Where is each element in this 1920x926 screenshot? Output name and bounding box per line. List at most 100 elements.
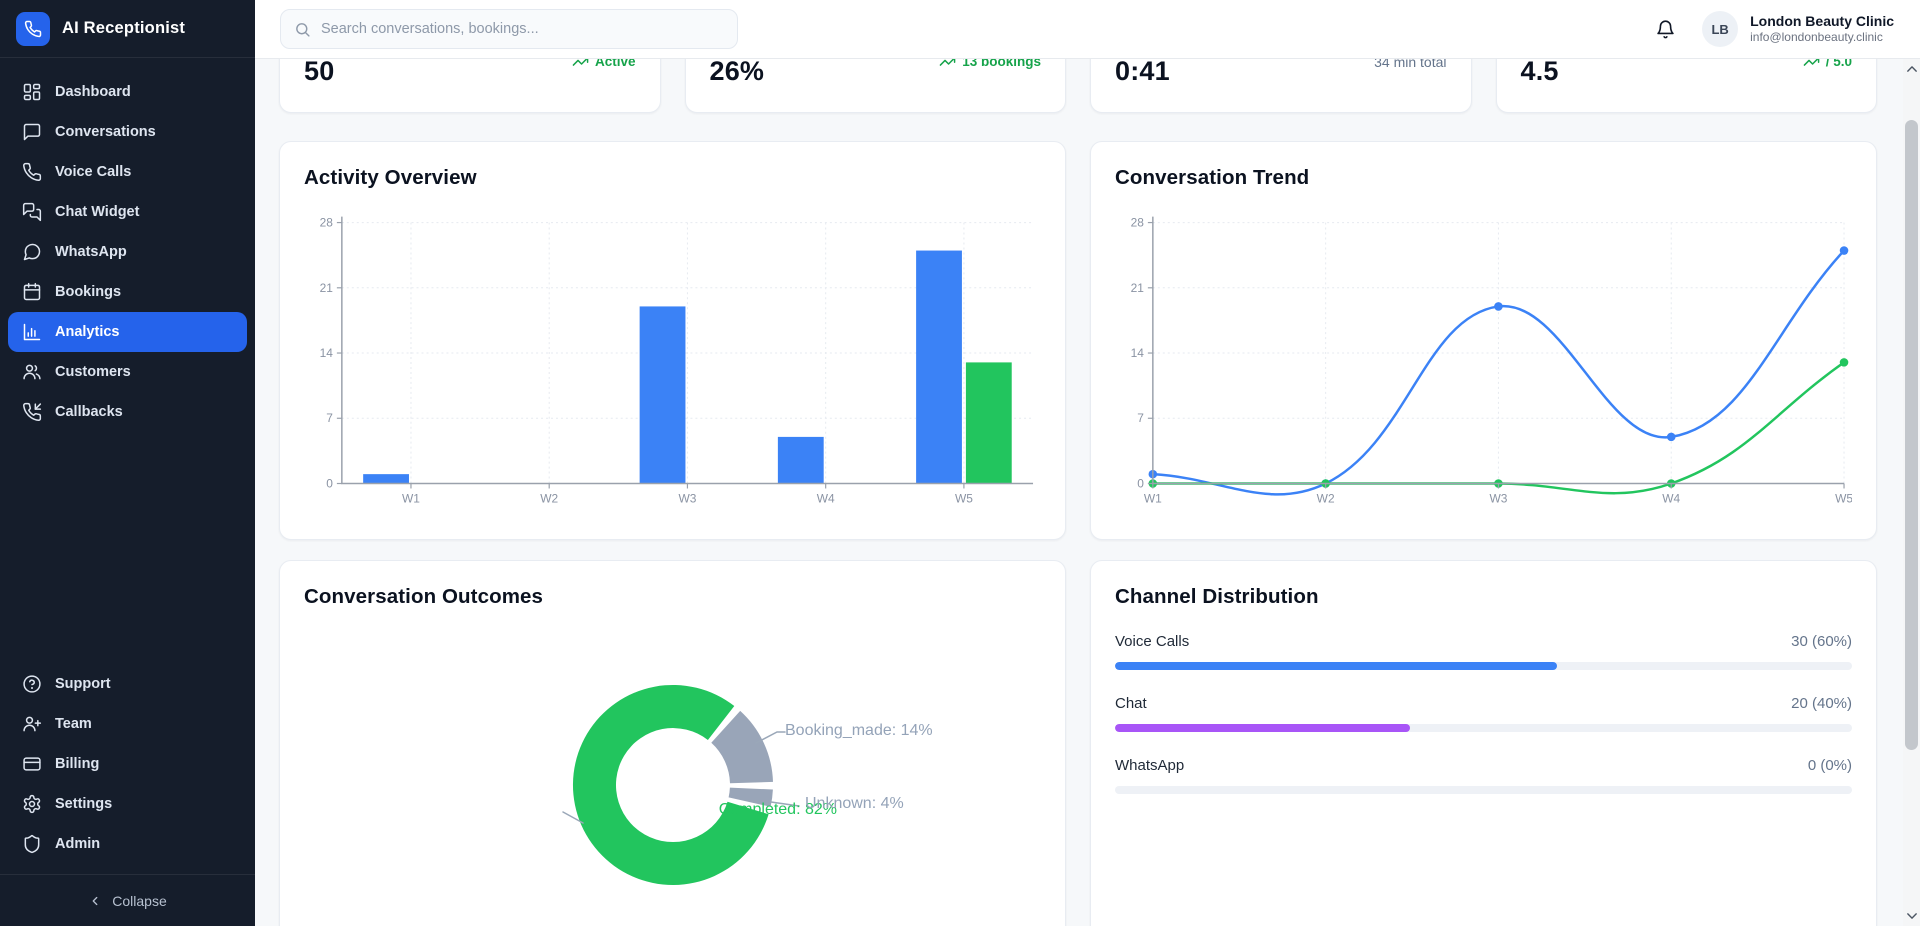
sidebar-nav: Dashboard Conversations Voice Calls Chat Wi… — [0, 58, 255, 432]
user-meta: London Beauty Clinic info@londonbeauty.c… — [1750, 12, 1894, 46]
charts-row-1: Activity Overview 0 7 14 21 28 W1 W2 W3 W4 W5 Con… — [279, 141, 1877, 540]
sidebar-item-dashboard[interactable]: Dashboard — [8, 72, 247, 112]
billing-icon — [22, 754, 42, 774]
svg-text:21: 21 — [1131, 281, 1145, 295]
sidebar: AI Receptionist Dashboard Conversations Vo… — [0, 0, 255, 926]
svg-text:28: 28 — [320, 216, 334, 230]
sidebar-item-label: Bookings — [55, 284, 122, 300]
sidebar-item-admin[interactable]: Admin — [8, 824, 247, 864]
stat-value: 26% — [709, 55, 765, 86]
channel-row-voice-calls: Voice Calls 30 (60%) — [1115, 633, 1852, 670]
search-box[interactable] — [280, 9, 738, 49]
sidebar-item-label: Chat Widget — [55, 204, 140, 220]
search-input[interactable] — [321, 21, 724, 37]
charts-row-2: Conversation Outcomes Completed: 82% Book… — [279, 560, 1877, 926]
conversation-outcomes-stage: Completed: 82% Booking_made: 14% Unknown: … — [280, 561, 1065, 926]
user-name: London Beauty Clinic — [1750, 13, 1894, 30]
user-chip[interactable]: LB London Beauty Clinic info@londonbeaut… — [1702, 11, 1894, 47]
scroll-down-arrow-icon[interactable] — [1903, 908, 1920, 924]
chat-widget-icon — [22, 202, 42, 222]
conversation-trend-plot: 0 7 14 21 28 W1 W2 W3 W4 W5 — [1131, 216, 1852, 506]
stat-value: 0:41 — [1115, 55, 1170, 86]
sidebar-item-label: Dashboard — [55, 84, 131, 100]
user-email: info@londonbeauty.clinic — [1750, 30, 1883, 45]
channel-progress-track — [1115, 724, 1852, 732]
sidebar-item-label: WhatsApp — [55, 244, 127, 260]
channel-row-chat: Chat 20 (40%) — [1115, 695, 1852, 732]
collapse-button[interactable]: Collapse — [0, 874, 255, 926]
voice-calls-icon — [22, 162, 42, 182]
team-icon — [22, 714, 42, 734]
svg-text:14: 14 — [320, 346, 334, 360]
sidebar-item-label: Conversations — [55, 124, 156, 140]
bell-icon — [1657, 19, 1674, 38]
svg-text:W1: W1 — [402, 491, 420, 505]
channel-progress-track — [1115, 662, 1852, 670]
sidebar-item-support[interactable]: Support — [8, 664, 247, 704]
activity-overview-title: Activity Overview — [304, 166, 477, 189]
channel-progress-track — [1115, 786, 1852, 794]
stat-value: 4.5 — [1520, 55, 1559, 86]
svg-text:7: 7 — [326, 411, 333, 425]
svg-text:W1: W1 — [1144, 491, 1162, 505]
settings-icon — [22, 794, 42, 814]
sidebar-item-billing[interactable]: Billing — [8, 744, 247, 784]
channel-progress-fill — [1115, 662, 1558, 670]
svg-text:14: 14 — [1131, 346, 1145, 360]
main-content: Total Conversations50ActiveBooking Rate2… — [255, 0, 1920, 926]
admin-icon — [22, 834, 42, 854]
svg-text:0: 0 — [326, 476, 333, 490]
sidebar-item-analytics[interactable]: Analytics — [8, 312, 247, 352]
avatar: LB — [1702, 11, 1739, 47]
svg-text:W5: W5 — [1835, 491, 1852, 505]
sidebar-item-whatsapp[interactable]: WhatsApp — [8, 232, 247, 272]
support-icon — [22, 674, 42, 694]
sidebar-item-label: Customers — [55, 364, 131, 380]
stat-value: 50 — [304, 55, 335, 86]
activity-overview-plot: 0 7 14 21 28 W1 W2 W3 W4 W5 — [320, 216, 1034, 505]
donut-slice-booking-made — [711, 710, 773, 784]
channel-rows: Voice Calls 30 (60%) Chat 20 (40%) WhatsApp 0… — [1115, 633, 1852, 794]
activity-overview-card: Activity Overview 0 7 14 21 28 W1 W2 W3 W4 W5 — [279, 141, 1066, 540]
svg-text:21: 21 — [320, 281, 334, 295]
sidebar-item-label: Support — [55, 676, 111, 692]
channel-label: Chat — [1115, 695, 1147, 712]
sidebar-item-customers[interactable]: Customers — [8, 352, 247, 392]
svg-text:0: 0 — [1137, 476, 1144, 490]
svg-text:28: 28 — [1131, 216, 1145, 230]
sidebar-item-chat-widget[interactable]: Chat Widget — [8, 192, 247, 232]
sidebar-item-bookings[interactable]: Bookings — [8, 272, 247, 312]
sidebar-item-label: Callbacks — [55, 404, 123, 420]
sidebar-item-callbacks[interactable]: Callbacks — [8, 392, 247, 432]
bookings-icon — [22, 282, 42, 302]
channel-distribution-card: Channel Distribution Voice Calls 30 (60%)… — [1090, 560, 1877, 926]
vertical-scrollbar[interactable] — [1903, 59, 1920, 926]
channel-distribution-title: Channel Distribution — [1115, 585, 1319, 608]
top-bar: LB London Beauty Clinic info@londonbeaut… — [255, 0, 1920, 59]
sidebar-item-settings[interactable]: Settings — [8, 784, 247, 824]
channel-value: 0 (0%) — [1807, 757, 1852, 774]
donut-slice-completed — [572, 684, 769, 885]
channel-progress-fill — [1115, 724, 1410, 732]
sidebar-item-conversations[interactable]: Conversations — [8, 112, 247, 152]
sidebar-item-label: Team — [55, 716, 92, 732]
sidebar-secondary-nav: Support Team Billing Settings Admin — [0, 658, 255, 874]
conversation-trend-chart: 0 7 14 21 28 W1 W2 W3 W4 W5 — [1115, 206, 1852, 518]
customers-icon — [22, 362, 42, 382]
sidebar-item-voice-calls[interactable]: Voice Calls — [8, 152, 247, 192]
sidebar-item-team[interactable]: Team — [8, 704, 247, 744]
conversations-icon — [22, 122, 42, 142]
conversation-trend-title: Conversation Trend — [1115, 166, 1310, 189]
sidebar-item-label: Analytics — [55, 324, 120, 340]
notifications-button[interactable] — [1655, 19, 1676, 40]
scrollbar-thumb[interactable] — [1905, 120, 1918, 750]
scroll-up-arrow-icon[interactable] — [1903, 61, 1920, 77]
svg-text:W4: W4 — [1662, 491, 1680, 505]
callbacks-icon — [22, 402, 42, 422]
analytics-icon — [22, 322, 42, 342]
donut-callout-booking-made: Booking_made: 14% — [785, 722, 933, 739]
svg-text:W4: W4 — [817, 491, 835, 505]
channel-value: 20 (40%) — [1791, 695, 1852, 712]
conversation-trend-card: Conversation Trend 0 7 14 21 28 W1 W2 W3 W4 W5 — [1090, 141, 1877, 540]
svg-text:W3: W3 — [1489, 491, 1507, 505]
